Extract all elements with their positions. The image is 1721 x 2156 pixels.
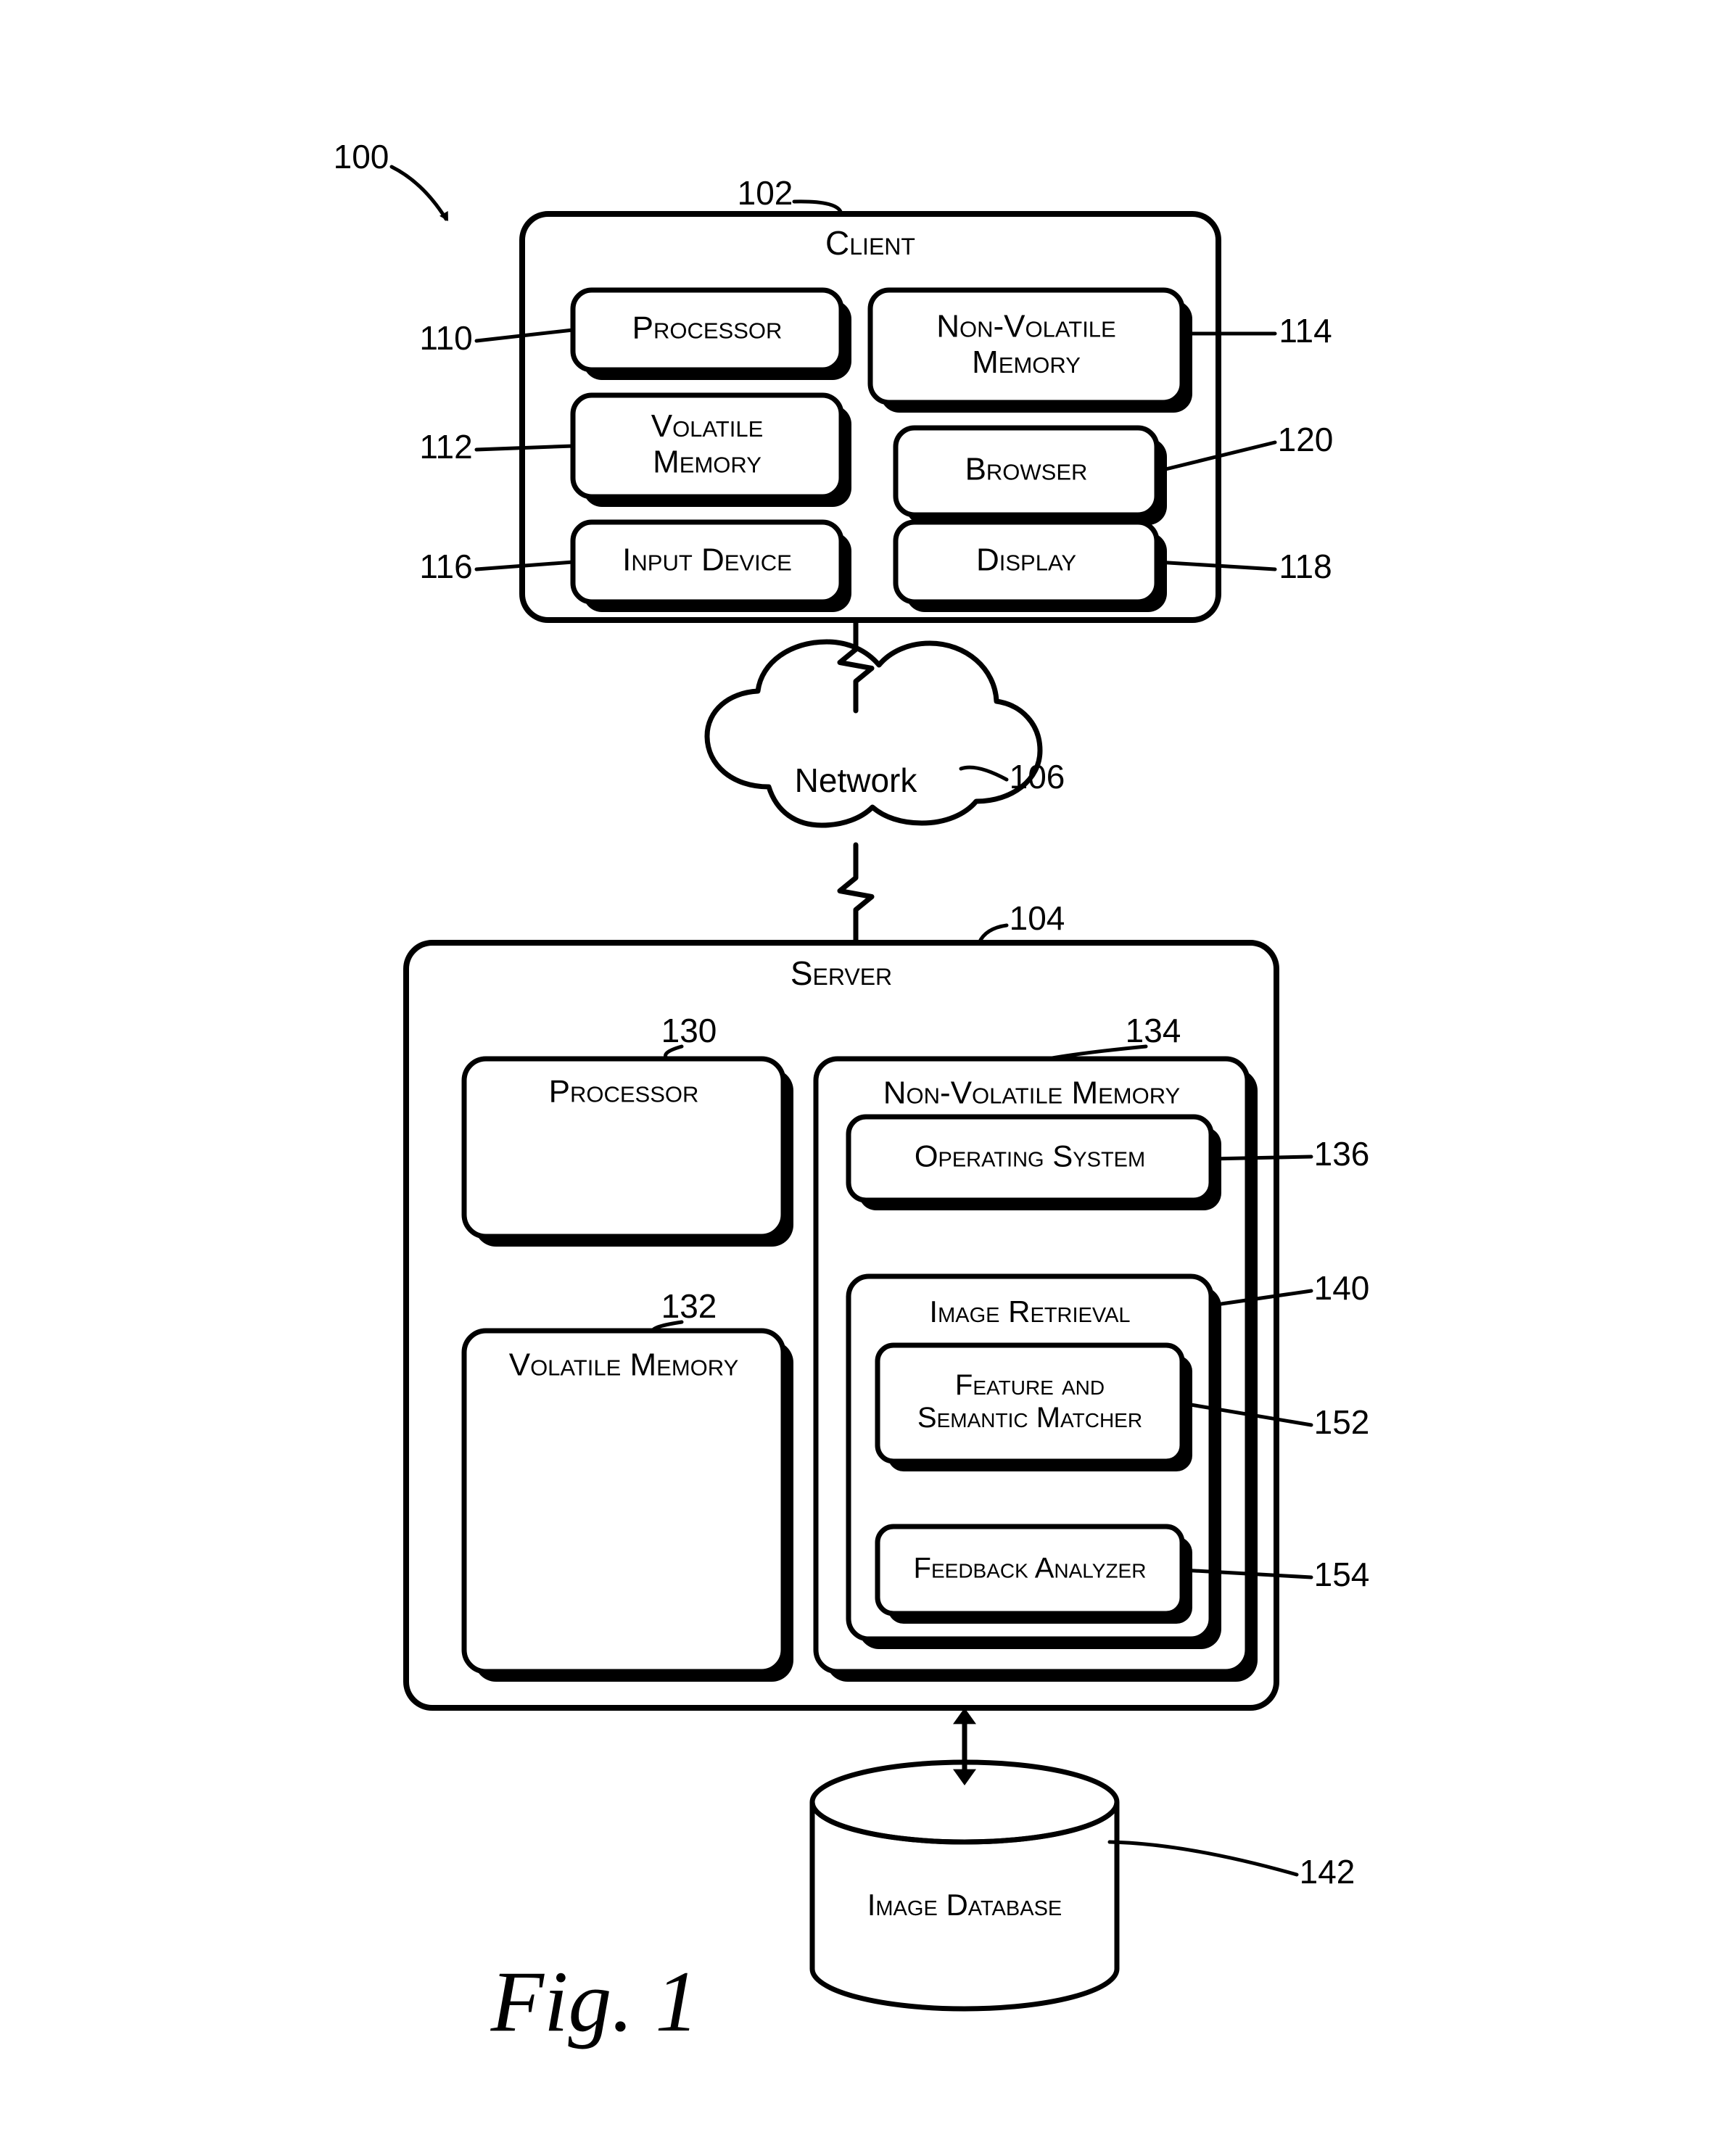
ref-142: 142	[1300, 1853, 1355, 1891]
ref-152: 152	[1314, 1403, 1370, 1441]
ref-118: 118	[1279, 548, 1332, 585]
nonvolatile-label: Memory	[972, 344, 1081, 380]
server-processor-label: Processor	[549, 1074, 699, 1110]
ref-154: 154	[1314, 1556, 1370, 1593]
server-volatile-label: Volatile Memory	[509, 1347, 739, 1383]
browser-label: Browser	[965, 452, 1088, 487]
os-label: Operating System	[915, 1139, 1145, 1173]
volatile-label: Volatile	[651, 408, 764, 444]
ref-130: 130	[661, 1012, 717, 1049]
client-title: Client	[825, 224, 915, 262]
nvmem-label: Non-Volatile Memory	[883, 1075, 1180, 1111]
ref-106: 106	[1010, 758, 1065, 796]
ref-104: 104	[1010, 899, 1065, 937]
nonvolatile-label: Non-Volatile	[936, 308, 1115, 344]
ref-110: 110	[419, 319, 472, 357]
ref-136: 136	[1314, 1135, 1370, 1173]
ref-120: 120	[1278, 421, 1334, 458]
server-title: Server	[791, 954, 892, 992]
db-label: Image Database	[867, 1888, 1062, 1922]
ir-label: Image Retrieval	[929, 1294, 1130, 1329]
input-label: Input Device	[622, 542, 792, 578]
matcher-label: Semantic Matcher	[917, 1402, 1142, 1434]
ref-100: 100	[334, 138, 389, 175]
ref-112: 112	[419, 428, 472, 466]
ref-114: 114	[1279, 312, 1332, 350]
feedback-label: Feedback Analyzer	[914, 1553, 1147, 1585]
ref-140: 140	[1314, 1269, 1370, 1307]
volatile-label: Memory	[653, 444, 762, 479]
matcher-label: Feature and	[955, 1369, 1105, 1401]
ref-102: 102	[738, 174, 793, 212]
ref-116: 116	[419, 548, 472, 585]
ref-132: 132	[661, 1287, 717, 1325]
processor-label: Processor	[632, 310, 783, 346]
figure-label: Fig. 1	[490, 1953, 699, 2049]
network-label: Network	[795, 761, 918, 799]
ref-134: 134	[1126, 1012, 1181, 1049]
display-label: Display	[976, 542, 1076, 578]
